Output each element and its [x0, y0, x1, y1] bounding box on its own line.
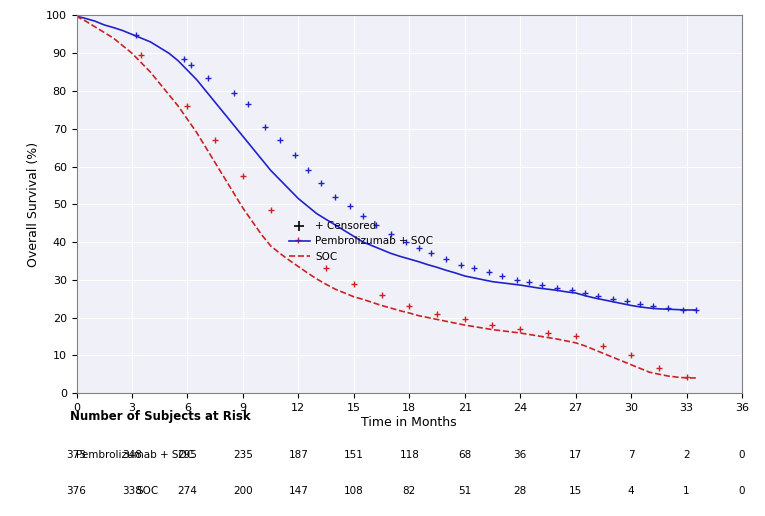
Text: 151: 151 [344, 450, 363, 460]
Text: 15: 15 [569, 486, 582, 495]
Text: 68: 68 [458, 450, 471, 460]
Text: 17: 17 [569, 450, 582, 460]
Text: 36: 36 [513, 450, 527, 460]
Text: 338: 338 [122, 486, 142, 495]
Text: 348: 348 [122, 450, 142, 460]
Text: 1: 1 [683, 486, 690, 495]
Text: Number of Subjects at Risk: Number of Subjects at Risk [70, 410, 250, 423]
Text: 4: 4 [628, 486, 634, 495]
Legend: + Censored, Pembrolizumab + SOC, SOC: + Censored, Pembrolizumab + SOC, SOC [285, 217, 438, 266]
Text: 108: 108 [344, 486, 363, 495]
Text: 274: 274 [177, 486, 197, 495]
Text: 200: 200 [233, 486, 252, 495]
Text: 373: 373 [67, 450, 86, 460]
Text: 0: 0 [739, 486, 745, 495]
Text: 235: 235 [233, 450, 252, 460]
Text: 0: 0 [739, 450, 745, 460]
Text: 7: 7 [628, 450, 634, 460]
X-axis label: Time in Months: Time in Months [361, 415, 457, 429]
Text: 82: 82 [402, 486, 416, 495]
Y-axis label: Overall Survival (%): Overall Survival (%) [28, 142, 41, 267]
Text: 28: 28 [513, 486, 527, 495]
Text: 295: 295 [177, 450, 197, 460]
Text: Pembrolizumab + SOC: Pembrolizumab + SOC [76, 450, 194, 460]
Text: 187: 187 [288, 450, 308, 460]
Text: 2: 2 [683, 450, 690, 460]
Text: 51: 51 [458, 486, 471, 495]
Text: SOC: SOC [136, 486, 158, 495]
Text: 118: 118 [399, 450, 419, 460]
Text: 376: 376 [67, 486, 86, 495]
Text: 147: 147 [288, 486, 308, 495]
